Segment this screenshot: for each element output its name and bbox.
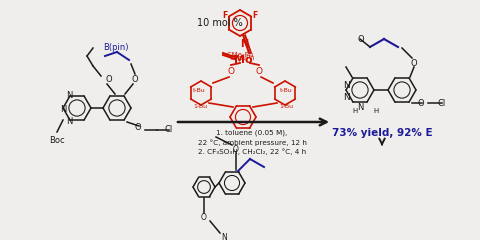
Text: F: F	[252, 12, 258, 20]
Text: CMe₂Ph: CMe₂Ph	[229, 55, 255, 61]
Text: =CMe₂Ph: =CMe₂Ph	[221, 52, 253, 58]
Text: N: N	[343, 80, 349, 90]
Text: N: N	[221, 233, 227, 240]
Text: N: N	[66, 118, 72, 126]
Text: O: O	[132, 76, 138, 84]
Text: 2. CF₃SO₃H, CH₂Cl₂, 22 °C, 4 h: 2. CF₃SO₃H, CH₂Cl₂, 22 °C, 4 h	[198, 148, 306, 155]
Text: O: O	[411, 59, 417, 67]
Text: H: H	[373, 108, 379, 114]
Text: N: N	[240, 39, 248, 49]
Text: O: O	[201, 212, 207, 222]
Text: O: O	[105, 76, 112, 84]
Text: 1. toluene (0.05 M),: 1. toluene (0.05 M),	[216, 130, 288, 137]
Text: N: N	[343, 92, 349, 102]
Text: 1-Bu: 1-Bu	[193, 104, 207, 109]
Text: N: N	[66, 91, 72, 101]
Text: Cl: Cl	[165, 126, 173, 134]
Text: 22 °C, ambient pressure, 12 h: 22 °C, ambient pressure, 12 h	[198, 139, 306, 146]
Text: H: H	[352, 108, 358, 114]
Text: Mo: Mo	[234, 55, 252, 65]
Text: Cl: Cl	[438, 98, 446, 108]
Text: 73% yield, 92% E: 73% yield, 92% E	[332, 128, 432, 138]
Text: 1-Bu: 1-Bu	[279, 104, 293, 109]
Text: O: O	[358, 35, 365, 43]
Text: F: F	[222, 12, 228, 20]
Text: O: O	[134, 122, 141, 132]
Text: O: O	[255, 66, 263, 76]
Text: O: O	[418, 98, 424, 108]
Text: t-Bu: t-Bu	[193, 89, 206, 94]
Text: O: O	[228, 66, 235, 76]
Text: B(pin): B(pin)	[103, 43, 129, 53]
Text: N: N	[60, 106, 66, 114]
Text: Boc: Boc	[49, 136, 65, 145]
Text: N: N	[357, 102, 363, 112]
Text: O: O	[233, 144, 239, 154]
Text: 10 mol %: 10 mol %	[197, 18, 243, 28]
Text: t-Bu: t-Bu	[280, 89, 293, 94]
